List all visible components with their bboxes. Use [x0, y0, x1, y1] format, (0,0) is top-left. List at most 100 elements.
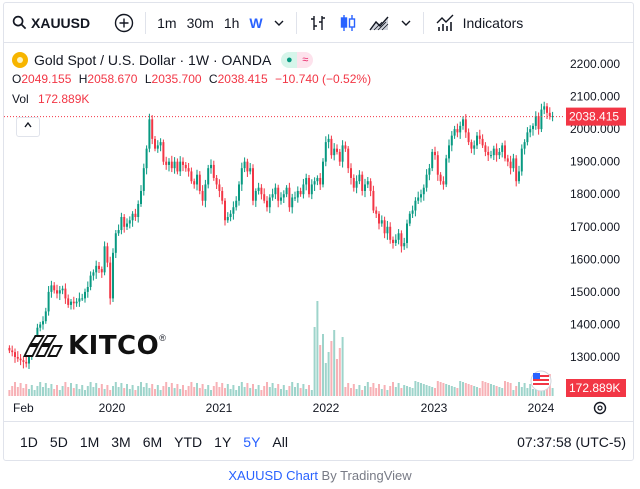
bar-chart-type-button[interactable]: [303, 8, 333, 38]
range-bar: 1D 5D 1M 3M 6M YTD 1Y 5Y All 07:37:58 (U…: [4, 421, 633, 460]
chart-canvas[interactable]: 2200.000 2100.000 2000.000 1900.000 1800.000…: [4, 44, 634, 420]
candle-body: [25, 361, 28, 364]
range-5y-button[interactable]: 5Y: [243, 433, 261, 450]
volume-bar: [397, 383, 400, 396]
candle-body: [291, 197, 294, 208]
candle-body: [338, 151, 341, 162]
candle-body: [39, 324, 42, 328]
volume-bar: [358, 385, 361, 396]
volume-bar: [378, 384, 380, 396]
interval-1m-button[interactable]: 1m: [157, 14, 177, 31]
volume-bar: [207, 385, 210, 396]
volume-bar: [442, 383, 445, 396]
volume-bar: [462, 382, 464, 396]
volume-bar: [86, 386, 89, 396]
market-status-pill[interactable]: ● ≈: [281, 52, 314, 68]
range-1d-button[interactable]: 1D: [20, 433, 38, 450]
candle-body: [204, 184, 207, 201]
volume-bar: [355, 389, 358, 396]
gear-icon[interactable]: [593, 401, 607, 415]
candle-body: [176, 161, 179, 172]
symbol-chart-link[interactable]: XAUUSD Chart: [228, 468, 318, 483]
volume-bar: [322, 334, 324, 396]
chevron-down-icon: [401, 20, 411, 26]
candle-body: [249, 168, 252, 172]
volume-bar: [254, 389, 257, 396]
range-1m-button[interactable]: 1M: [79, 433, 100, 450]
interval-dropdown-button[interactable]: [268, 8, 290, 38]
candle-body: [232, 207, 235, 214]
candle-body: [187, 168, 190, 172]
timezone-clock[interactable]: 07:37:58 (UTC-5): [517, 434, 626, 450]
range-3m-button[interactable]: 3M: [111, 433, 131, 450]
volume-bar: [414, 381, 417, 396]
compare-symbol-button[interactable]: [109, 8, 139, 38]
candle-body: [361, 174, 364, 191]
candle-body: [61, 288, 64, 291]
candle-body: [428, 168, 431, 175]
interval-1h-button[interactable]: 1h: [223, 14, 240, 31]
volume-bar: [296, 383, 299, 396]
volume-bar: [159, 390, 162, 396]
candle-body: [476, 135, 478, 146]
volume-bar: [518, 382, 520, 396]
volume-bar: [369, 387, 372, 396]
range-6m-button[interactable]: 6M: [142, 433, 163, 450]
indicators-button[interactable]: Indicators: [430, 8, 529, 38]
volume-bar: [537, 390, 540, 396]
volume-bar: [81, 385, 84, 396]
candle-body: [492, 148, 495, 156]
time-axis-tick: 2020: [99, 401, 126, 415]
volume-bar: [165, 382, 168, 396]
candle-body: [462, 119, 464, 126]
volume-bar: [170, 383, 173, 396]
volume-bar: [25, 384, 28, 396]
candle-body: [89, 275, 92, 288]
volume-bar: [448, 385, 450, 396]
candle-body: [53, 285, 56, 291]
volume-bar: [154, 389, 156, 396]
candles-chart-type-button[interactable]: [333, 8, 363, 38]
candle-body: [380, 220, 383, 224]
volume-bar: [487, 383, 490, 396]
area-chart-type-button[interactable]: [363, 8, 395, 38]
candle-body: [366, 181, 369, 185]
volume-bar: [95, 383, 98, 396]
volume-bar: [386, 390, 389, 396]
volume-bar: [327, 352, 330, 396]
volume-bar: [288, 386, 291, 396]
volume-bar: [89, 382, 92, 396]
volume-bar: [42, 387, 44, 396]
range-all-button[interactable]: All: [272, 433, 288, 450]
volume-bar: [274, 388, 277, 396]
interval-w-button[interactable]: W: [249, 14, 263, 31]
chart-type-dropdown-button[interactable]: [395, 8, 417, 38]
candle-body: [386, 226, 389, 234]
volume-bar: [526, 388, 529, 396]
range-5d-button[interactable]: 5D: [49, 433, 68, 450]
legend-title: Gold Spot / U.S. Dollar · 1W · OANDA: [34, 52, 272, 68]
volume-bar: [467, 384, 470, 396]
candle-body: [383, 220, 386, 234]
candle-body: [481, 138, 484, 146]
kitco-logo: KITCO ®: [21, 331, 166, 361]
candle-body: [44, 311, 47, 322]
candle-body: [126, 223, 128, 227]
range-1y-button[interactable]: 1Y: [214, 433, 232, 450]
collapse-legend-button[interactable]: [16, 117, 40, 137]
price-chart[interactable]: 2200.000 2100.000 2000.000 1900.000 1800.000…: [4, 44, 634, 420]
kitco-bars-icon: [23, 335, 63, 357]
chart-widget: XAUUSD 1m 30m 1h W Indicators: [3, 2, 634, 461]
candle-body: [179, 161, 182, 172]
volume-bar: [266, 382, 268, 396]
volume-bar: [120, 383, 123, 396]
candle-body: [537, 116, 540, 130]
candle-body: [551, 116, 554, 118]
volume-bar: [333, 330, 336, 396]
interval-30m-button[interactable]: 30m: [186, 14, 214, 31]
time-axis-tick: 2021: [206, 401, 233, 415]
symbol-search-button[interactable]: XAUUSD: [4, 8, 95, 38]
range-ytd-button[interactable]: YTD: [174, 433, 203, 450]
candle-body: [408, 213, 411, 224]
volume-bar: [238, 386, 240, 396]
